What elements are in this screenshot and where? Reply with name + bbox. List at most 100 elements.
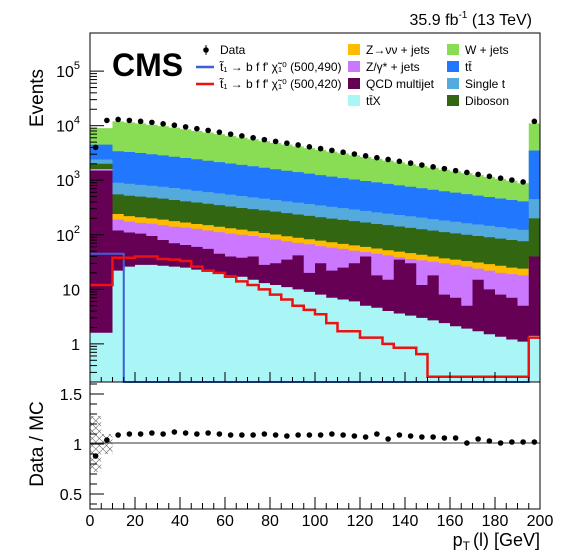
data-point [531,118,538,125]
main-y-axis-label: Events [27,69,48,127]
ratio-point [216,431,223,437]
data-point [182,124,189,130]
legend-swatch [447,44,459,55]
ratio-point [92,453,99,459]
legend-swatch [447,78,459,89]
ratio-point [340,432,346,438]
legend-label: Z/γ* + jets [366,60,420,74]
x-tick-label: 100 [302,513,329,530]
data-point [497,175,504,181]
data-point [486,173,493,180]
legend-entry: Data [203,43,246,57]
data-point [385,156,391,163]
ratio-point [317,432,324,438]
data-point [160,121,166,127]
data-point [306,143,313,150]
legend-label: Z→νν + jets [366,43,430,57]
legend-entry: Single t [447,77,506,91]
ratio-point [419,434,425,440]
data-point [407,160,414,166]
ratio-point [520,439,526,445]
ratio-y-tick-label: 0.5 [60,487,82,504]
data-point [475,171,481,178]
legend-entry: t̃₁ → b f f' χ̃₁⁰ (500,490) [196,59,342,74]
ratio-y-tick-label: 1 [73,437,82,454]
data-point [295,142,301,148]
ratio-point [464,440,470,446]
data-point [396,158,403,165]
data-point [374,154,380,161]
ratio-point [396,432,403,438]
ratio-point [137,431,144,437]
ratio-point [126,431,133,437]
data-point [227,131,234,137]
ratio-point [531,439,538,445]
ratio-point [509,439,515,445]
ratio-point [160,431,166,437]
data-point [171,122,178,129]
ratio-plot-frame [89,381,541,510]
cms-logo: CMS [112,47,183,83]
data-point [250,134,256,141]
legend-label: QCD multijet [366,77,435,91]
ratio-point [374,431,380,437]
x-axis-label: pT (l) [GeV] [453,530,540,551]
main-y-tick-label: 104 [56,115,80,136]
ratio-point [239,432,245,438]
ratio-point [497,440,504,446]
ratio-point [329,431,335,437]
ratio-y-axis-label: Data / MC [27,401,48,487]
ratio-point [385,436,391,442]
legend-label: t̃₁ → b f f' χ̃₁⁰ (500,420) [219,76,342,91]
legend-entry: Diboson [447,94,509,108]
data-point [317,145,324,152]
legend-swatch [447,95,459,106]
legend-swatch [348,61,360,72]
legend-entry: tt̄ [447,60,472,74]
main-x-ticks [89,372,541,382]
legend-label: tt̄X [366,94,381,108]
legend-entry: QCD multijet [348,77,435,91]
ratio-point [115,432,121,438]
x-tick-label: 40 [171,513,189,530]
data-point [261,136,268,143]
data-point [520,179,526,185]
ratio-point [362,434,369,440]
ratio-point [475,436,481,442]
x-tick-label: 160 [437,513,464,530]
legend-entry: Z/γ* + jets [348,60,420,74]
data-point [340,149,346,156]
main-y-tick-label: 102 [56,224,80,245]
ratio-point [171,429,178,435]
x-tick-label: 200 [527,513,554,530]
data-point [284,140,290,146]
ratio-point [452,435,459,441]
x-tick-label: 20 [126,513,144,530]
data-point [452,167,459,174]
legend: Data t̃₁ → b f f' χ̃₁⁰ (500,490) t̃₁ → b f… [196,43,509,108]
data-point [430,164,436,170]
legend-entry: tt̄X [348,94,381,108]
x-tick-label: 0 [86,513,95,530]
legend-swatch [348,44,360,55]
ratio-point [182,430,189,436]
main-y-tick-label: 103 [56,169,80,190]
x-tick-label: 60 [216,513,234,530]
data-point [272,138,279,145]
legend-entry: W + jets [447,43,509,57]
ratio-panel: 0.5 1 1.5 0 20 40 60 80 100 120 140 160 180 200 Data… [27,381,554,551]
data-point [104,117,110,124]
data-point [239,133,245,139]
data-point [149,119,155,126]
legend-label: Data [220,43,246,57]
main-y-tick-label: 1 [71,337,80,354]
data-point [351,151,358,157]
data-point [441,165,448,172]
ratio-point [351,433,358,439]
ratio-x-axis: 0 20 40 60 80 100 120 140 160 180 200 [86,497,554,530]
ratio-points [92,429,538,459]
data-point [137,118,144,125]
x-tick-label: 140 [392,513,419,530]
data-point [509,177,515,183]
